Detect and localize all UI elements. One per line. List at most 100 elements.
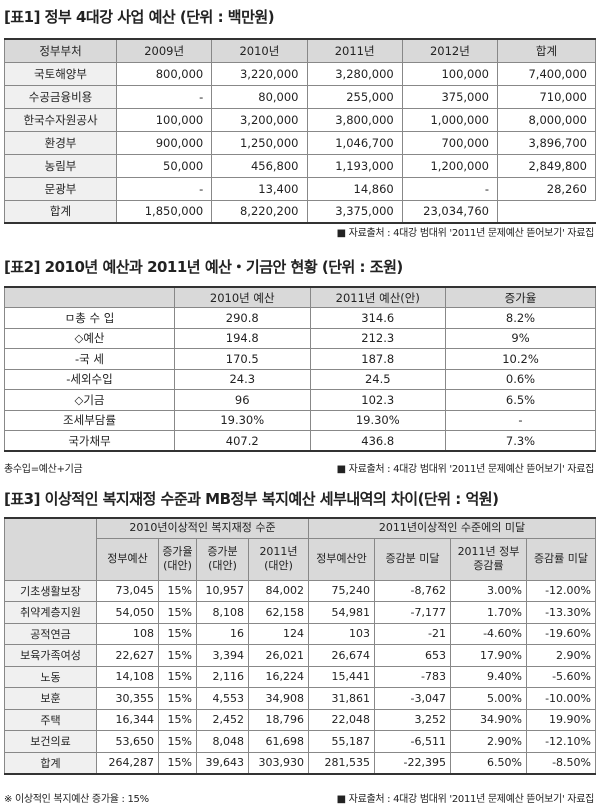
cell: 9.40% xyxy=(450,665,527,688)
column-header: 정부부처 xyxy=(4,38,117,63)
cell: 9% xyxy=(445,327,596,349)
row-label: 노동 xyxy=(4,665,97,688)
column-header: 2011년 정부증감률 xyxy=(450,537,527,581)
table-row: 한국수자원공사 100,000 3,200,000 3,800,000 1,000,00… xyxy=(4,107,596,132)
cell: 2,116 xyxy=(196,665,249,688)
cell: 100,000 xyxy=(115,107,213,132)
cell: 7.3% xyxy=(445,430,596,452)
column-header: 증가분 (대안) xyxy=(196,537,249,581)
table-row: 합계 1,850,000 8,220,200 3,375,000 23,034,760 xyxy=(4,199,596,224)
cell: 6.5% xyxy=(445,389,596,411)
cell: 0.6% xyxy=(445,368,596,390)
source-note: ■ 자료출처 : 4대강 범대위 '2011년 문제예산 뜯어보기' 자료집 xyxy=(336,464,595,475)
table-row: 국가채무 407.2 436.8 7.3% xyxy=(4,430,596,452)
cell: 3,896,700 xyxy=(497,130,596,155)
cell: 124 xyxy=(248,622,309,645)
cell: 2,849,800 xyxy=(497,153,596,178)
cell: 407.2 xyxy=(174,430,311,452)
cell: 15% xyxy=(158,708,197,731)
cell: 255,000 xyxy=(306,84,403,109)
column-header: 증감률 미달 xyxy=(526,537,596,581)
table-row: 주택 16,344 15% 2,452 18,796 22,048 3,252 34.90% 1… xyxy=(4,708,596,731)
table-row: ◇예산 194.8 212.3 9% xyxy=(4,327,596,349)
cell: 8,000,000 xyxy=(497,107,596,132)
cell: 17.90% xyxy=(450,644,527,667)
cell: -783 xyxy=(374,665,451,688)
cell: 14,860 xyxy=(306,176,403,201)
column-header: 증가율 (대안) xyxy=(158,537,197,581)
cell: 24.3 xyxy=(174,368,311,390)
cell: 73,045 xyxy=(96,579,159,602)
table-row: ◇기금 96 102.3 6.5% xyxy=(4,389,596,411)
cell: 31,861 xyxy=(308,687,375,710)
table-head: 2010년이상적인 복지재정 수준 2011년이상적인 수준에의 미달 정부예산 증가… xyxy=(4,517,596,581)
cell: 28,260 xyxy=(497,176,596,201)
table-row: 문광부 -13,400 14,860-28,260 xyxy=(4,176,596,201)
cell: 5.00% xyxy=(450,687,527,710)
table-row: 조세부담률 19.30% 19.30% - xyxy=(4,409,596,431)
table-row: 보육가족여성 22,627 15% 3,394 26,021 26,674 653 17.90… xyxy=(4,644,596,667)
cell: - xyxy=(445,409,596,431)
row-label: -국 세 xyxy=(4,348,175,370)
cell: 710,000 xyxy=(497,84,596,109)
cell: -21 xyxy=(374,622,451,645)
column-header: 증감분 미달 xyxy=(374,537,451,581)
cell: -7,177 xyxy=(374,601,451,624)
table-row: 취약계층지원 54,050 15% 8,108 62,158 54,981 -7,177 1.… xyxy=(4,601,596,624)
cell: -3,047 xyxy=(374,687,451,710)
cell: 3,220,000 xyxy=(211,61,308,86)
cell: 15% xyxy=(158,644,197,667)
cell: 102.3 xyxy=(309,389,446,411)
source-note: ■ 자료출처 : 4대강 범대위 '2011년 문제예산 뜯어보기' 자료집 xyxy=(336,794,595,805)
table-row: 보훈 30,355 15% 4,553 34,908 31,861 -3,047 5.00% -… xyxy=(4,687,596,710)
cell: 15% xyxy=(158,665,197,688)
welfare-table: 2010년이상적인 복지재정 수준 2011년이상적인 수준에의 미달 정부예산 증가… xyxy=(4,517,596,775)
cell: 55,187 xyxy=(308,730,375,753)
row-label: 수공금융비용 xyxy=(4,84,117,109)
table-row: -세외수입 24.3 24.5 0.6% xyxy=(4,368,596,390)
row-label: 환경부 xyxy=(4,130,117,155)
corner-cell xyxy=(4,286,175,308)
budget-table: 정부부처 2009년 2010년 2011년 2012년 합계 국토해양부 800,000 3,… xyxy=(4,38,596,224)
cell: 1,046,700 xyxy=(306,130,403,155)
column-header: 정부예산안 xyxy=(308,537,375,581)
table-row: 수공금융비용 -80,000 255,000 375,000 710,000 xyxy=(4,84,596,109)
cell: 8.2% xyxy=(445,307,596,329)
header-row: 정부예산 증가율 (대안) 증가분 (대안) 2011년 (대안) 정부예산안 증감분 미… xyxy=(5,537,596,581)
cell: 62,158 xyxy=(248,601,309,624)
cell: 23,034,760 xyxy=(401,199,499,224)
cell: 22,048 xyxy=(308,708,375,731)
row-label: 보육가족여성 xyxy=(4,644,97,667)
cell: 13,400 xyxy=(211,176,308,201)
table-title: [표2] 2010년 예산과 2011년 예산・기금안 현황 (단위 : 조원) xyxy=(4,258,403,276)
cell: -22,395 xyxy=(374,751,451,774)
table-title: [표3] 이상적인 복지재정 수준과 MB정부 복지예산 세부내역의 차이(단위… xyxy=(4,490,499,508)
cell: 61,698 xyxy=(248,730,309,753)
table-row: 환경부 900,000 1,250,000 1,046,700 700,000 3,896… xyxy=(4,130,596,155)
cell: 75,240 xyxy=(308,579,375,602)
cell: 15% xyxy=(158,730,197,753)
cell: - xyxy=(115,84,213,109)
cell: 8,108 xyxy=(196,601,249,624)
cell: 2,452 xyxy=(196,708,249,731)
cell: 314.6 xyxy=(309,307,446,329)
column-header: 2011년 xyxy=(306,38,403,63)
cell: 14,108 xyxy=(96,665,159,688)
cell: 1,250,000 xyxy=(211,130,308,155)
group-header: 2010년이상적인 복지재정 수준 xyxy=(96,517,309,539)
cell: 54,050 xyxy=(96,601,159,624)
cell: 212.3 xyxy=(309,327,446,349)
cell: 303,930 xyxy=(248,751,309,774)
cell: 26,674 xyxy=(308,644,375,667)
cell: 1,200,000 xyxy=(401,153,499,178)
cell: 3,280,000 xyxy=(306,61,403,86)
cell: -5.60% xyxy=(526,665,596,688)
table-head: 정부부처 2009년 2010년 2011년 2012년 합계 xyxy=(4,38,596,63)
row-label: 국가채무 xyxy=(4,430,175,452)
cell: 700,000 xyxy=(401,130,499,155)
column-header: 2009년 xyxy=(115,38,213,63)
row-label: ㅁ총 수 입 xyxy=(4,307,175,329)
cell: 18,796 xyxy=(248,708,309,731)
cell: - xyxy=(115,176,213,201)
row-label: 합계 xyxy=(4,199,117,224)
